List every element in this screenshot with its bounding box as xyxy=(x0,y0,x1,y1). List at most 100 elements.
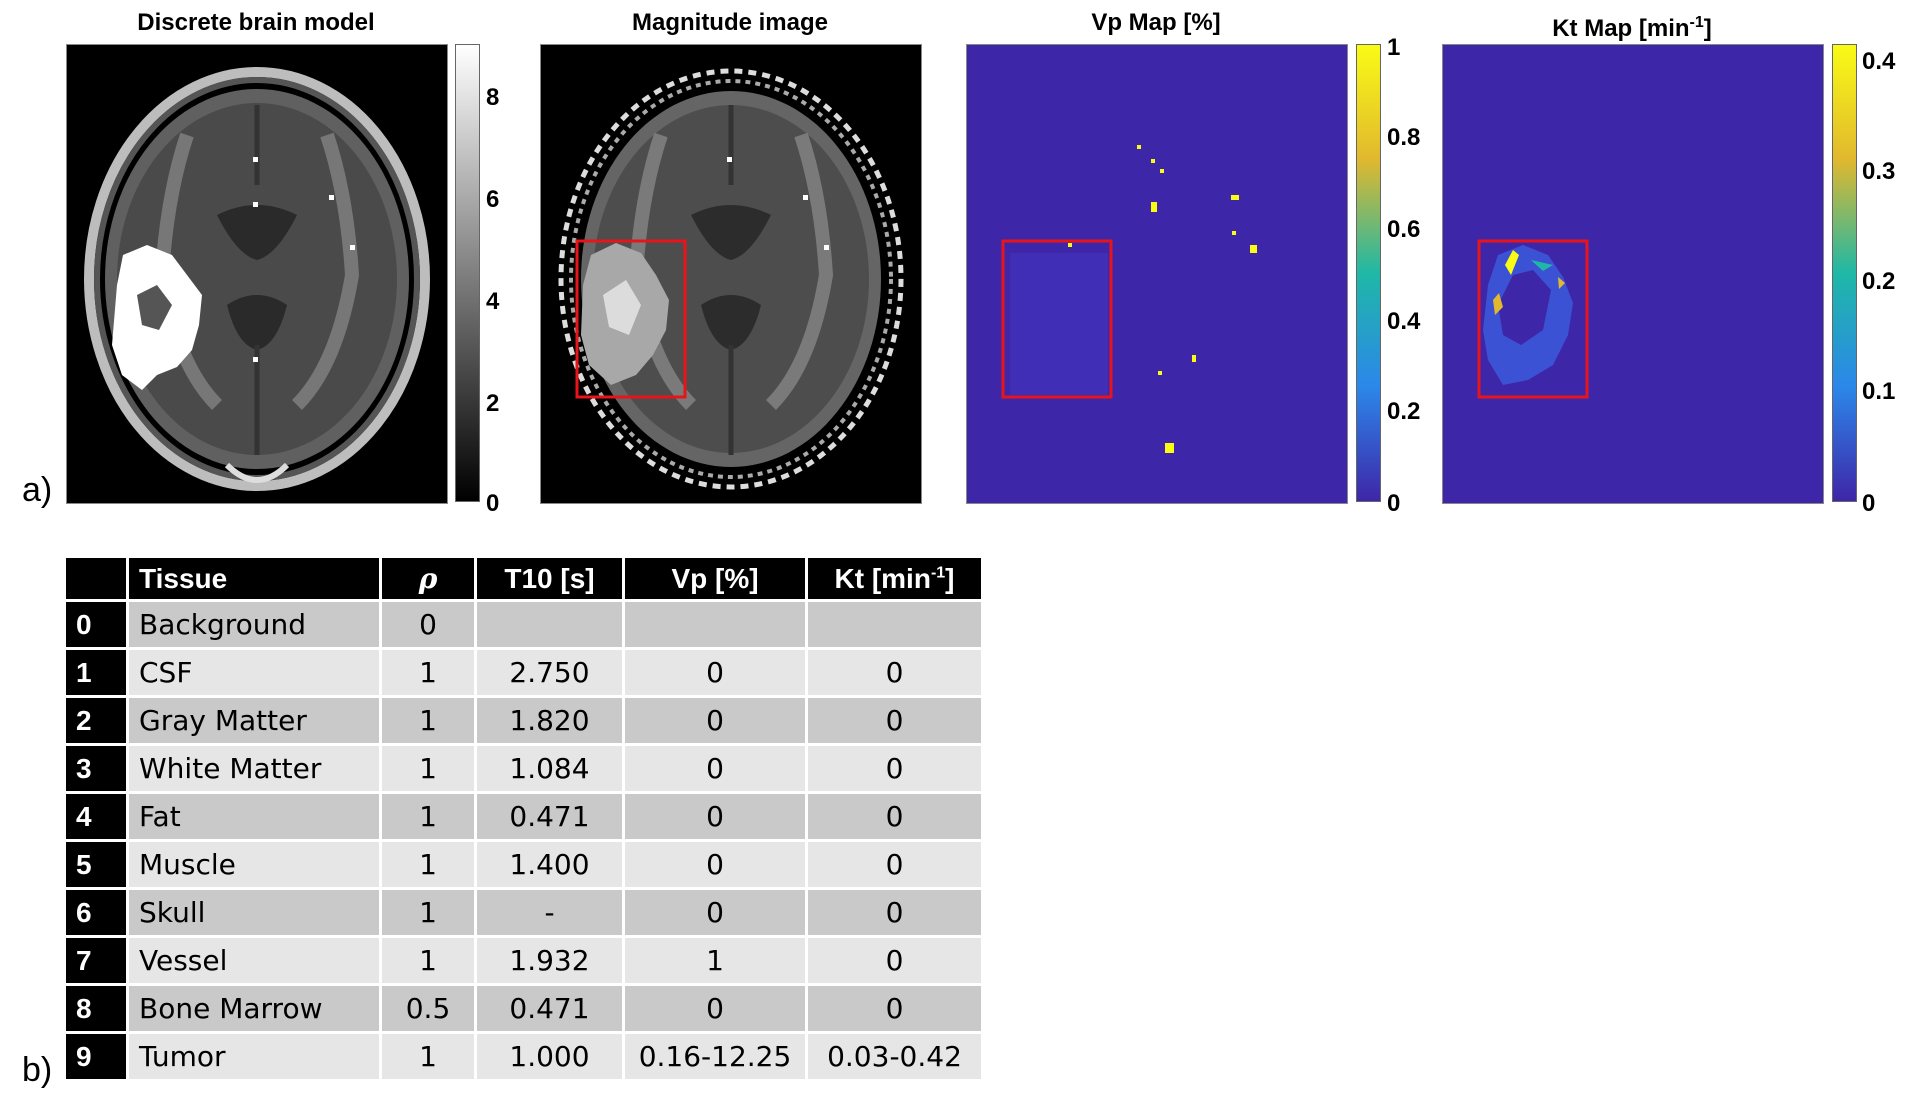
colorbar-tick: 0 xyxy=(1387,490,1401,517)
row-t10: 2.750 xyxy=(477,650,622,695)
colorbar-tick: 1 xyxy=(1387,34,1401,61)
header-rho: ρ xyxy=(382,558,474,599)
row-t10: 1.932 xyxy=(477,938,622,983)
table-row: 0 Background 0 xyxy=(66,602,981,647)
row-kt: 0 xyxy=(808,698,981,743)
row-index: 3 xyxy=(66,746,126,791)
row-rho: 1 xyxy=(382,746,474,791)
tissue-parameter-table: Tissue ρ T10 [s] Vp [%] Kt [min-1] 0 Bac… xyxy=(63,555,984,1082)
kt-map-title-end: ] xyxy=(1703,15,1712,42)
table-row: 6 Skull 1 - 0 0 xyxy=(66,890,981,935)
row-tissue: Skull xyxy=(129,890,379,935)
row-tissue: CSF xyxy=(129,650,379,695)
row-kt: 0 xyxy=(808,842,981,887)
colorbar-tick: 0 xyxy=(486,490,500,517)
row-vp: 0 xyxy=(625,890,805,935)
header-kt-sup: -1 xyxy=(930,564,946,582)
table-row: 2 Gray Matter 1 1.820 0 0 xyxy=(66,698,981,743)
row-vp: 0 xyxy=(625,986,805,1031)
rho-symbol: ρ xyxy=(418,562,438,595)
colorbar-tick: 0.8 xyxy=(1387,124,1421,151)
table-row: 8 Bone Marrow 0.5 0.471 0 0 xyxy=(66,986,981,1031)
row-rho: 1 xyxy=(382,890,474,935)
vp-map-image xyxy=(966,44,1348,504)
header-kt-text: Kt [min xyxy=(834,562,931,594)
row-kt: 0 xyxy=(808,650,981,695)
table-row: 3 White Matter 1 1.084 0 0 xyxy=(66,746,981,791)
header-kt-end: ] xyxy=(945,562,955,594)
kt-map-title: Kt Map [min-1] xyxy=(1442,6,1822,42)
colorbar-tick: 0 xyxy=(1862,490,1876,517)
vp-map-title: Vp Map [%] xyxy=(1091,9,1221,36)
row-kt: 0 xyxy=(808,890,981,935)
colorbar-tick: 4 xyxy=(486,288,500,315)
header-vp: Vp [%] xyxy=(625,558,805,599)
header-tissue: Tissue xyxy=(129,558,379,599)
table-row: 5 Muscle 1 1.400 0 0 xyxy=(66,842,981,887)
row-rho: 1 xyxy=(382,794,474,839)
row-vp: 0.16-12.25 xyxy=(625,1034,805,1079)
kt-map-image xyxy=(1442,44,1824,504)
row-tissue: Fat xyxy=(129,794,379,839)
magnitude-image xyxy=(540,44,922,504)
row-t10: 1.400 xyxy=(477,842,622,887)
row-tissue: Vessel xyxy=(129,938,379,983)
row-index: 4 xyxy=(66,794,126,839)
colorbar-tick: 2 xyxy=(486,390,500,417)
row-tissue: White Matter xyxy=(129,746,379,791)
row-kt xyxy=(808,602,981,647)
row-index: 5 xyxy=(66,842,126,887)
row-vp: 0 xyxy=(625,794,805,839)
row-rho: 1 xyxy=(382,938,474,983)
row-rho: 1 xyxy=(382,842,474,887)
colorbar-tick: 0.4 xyxy=(1387,308,1421,335)
row-kt: 0 xyxy=(808,746,981,791)
row-rho: 0.5 xyxy=(382,986,474,1031)
row-vp: 0 xyxy=(625,650,805,695)
row-kt: 0 xyxy=(808,938,981,983)
row-t10 xyxy=(477,602,622,647)
kt-map-title-text: Kt Map [min xyxy=(1552,15,1690,42)
vp-map-colorbar xyxy=(1356,44,1381,502)
row-vp xyxy=(625,602,805,647)
row-vp: 0 xyxy=(625,842,805,887)
table-row: 1 CSF 1 2.750 0 0 xyxy=(66,650,981,695)
row-vp: 0 xyxy=(625,698,805,743)
table-row: 7 Vessel 1 1.932 1 0 xyxy=(66,938,981,983)
row-rho: 1 xyxy=(382,698,474,743)
row-index: 2 xyxy=(66,698,126,743)
kt-map-colorbar xyxy=(1832,44,1857,502)
row-rho: 1 xyxy=(382,1034,474,1079)
row-tissue: Muscle xyxy=(129,842,379,887)
brain-model-title: Discrete brain model xyxy=(137,9,375,36)
table-row: 9 Tumor 1 1.000 0.16-12.25 0.03-0.42 xyxy=(66,1034,981,1079)
header-kt: Kt [min-1] xyxy=(808,558,981,599)
colorbar-tick: 0.3 xyxy=(1862,158,1896,185)
row-index: 9 xyxy=(66,1034,126,1079)
brain-model-image xyxy=(66,44,448,504)
header-index xyxy=(66,558,126,599)
row-t10: 1.084 xyxy=(477,746,622,791)
colorbar-tick: 0.2 xyxy=(1387,398,1421,425)
colorbar-tick: 0.4 xyxy=(1862,48,1896,75)
colorbar-tick: 6 xyxy=(486,186,500,213)
row-kt: 0 xyxy=(808,986,981,1031)
row-index: 8 xyxy=(66,986,126,1031)
row-t10: 1.820 xyxy=(477,698,622,743)
table-row: 4 Fat 1 0.471 0 0 xyxy=(66,794,981,839)
table-header-row: Tissue ρ T10 [s] Vp [%] Kt [min-1] xyxy=(66,558,981,599)
row-kt: 0.03-0.42 xyxy=(808,1034,981,1079)
row-vp: 1 xyxy=(625,938,805,983)
row-t10: - xyxy=(477,890,622,935)
magnitude-title: Magnitude image xyxy=(631,9,829,36)
panel-label-a: a) xyxy=(22,471,53,509)
colorbar-tick: 0.6 xyxy=(1387,216,1421,243)
row-index: 7 xyxy=(66,938,126,983)
row-index: 1 xyxy=(66,650,126,695)
colorbar-tick: 0.1 xyxy=(1862,378,1896,405)
kt-map-title-sup: -1 xyxy=(1689,14,1704,31)
colorbar-tick: 8 xyxy=(486,84,500,111)
colorbar-tick: 0.2 xyxy=(1862,268,1896,295)
row-index: 6 xyxy=(66,890,126,935)
row-t10: 0.471 xyxy=(477,794,622,839)
